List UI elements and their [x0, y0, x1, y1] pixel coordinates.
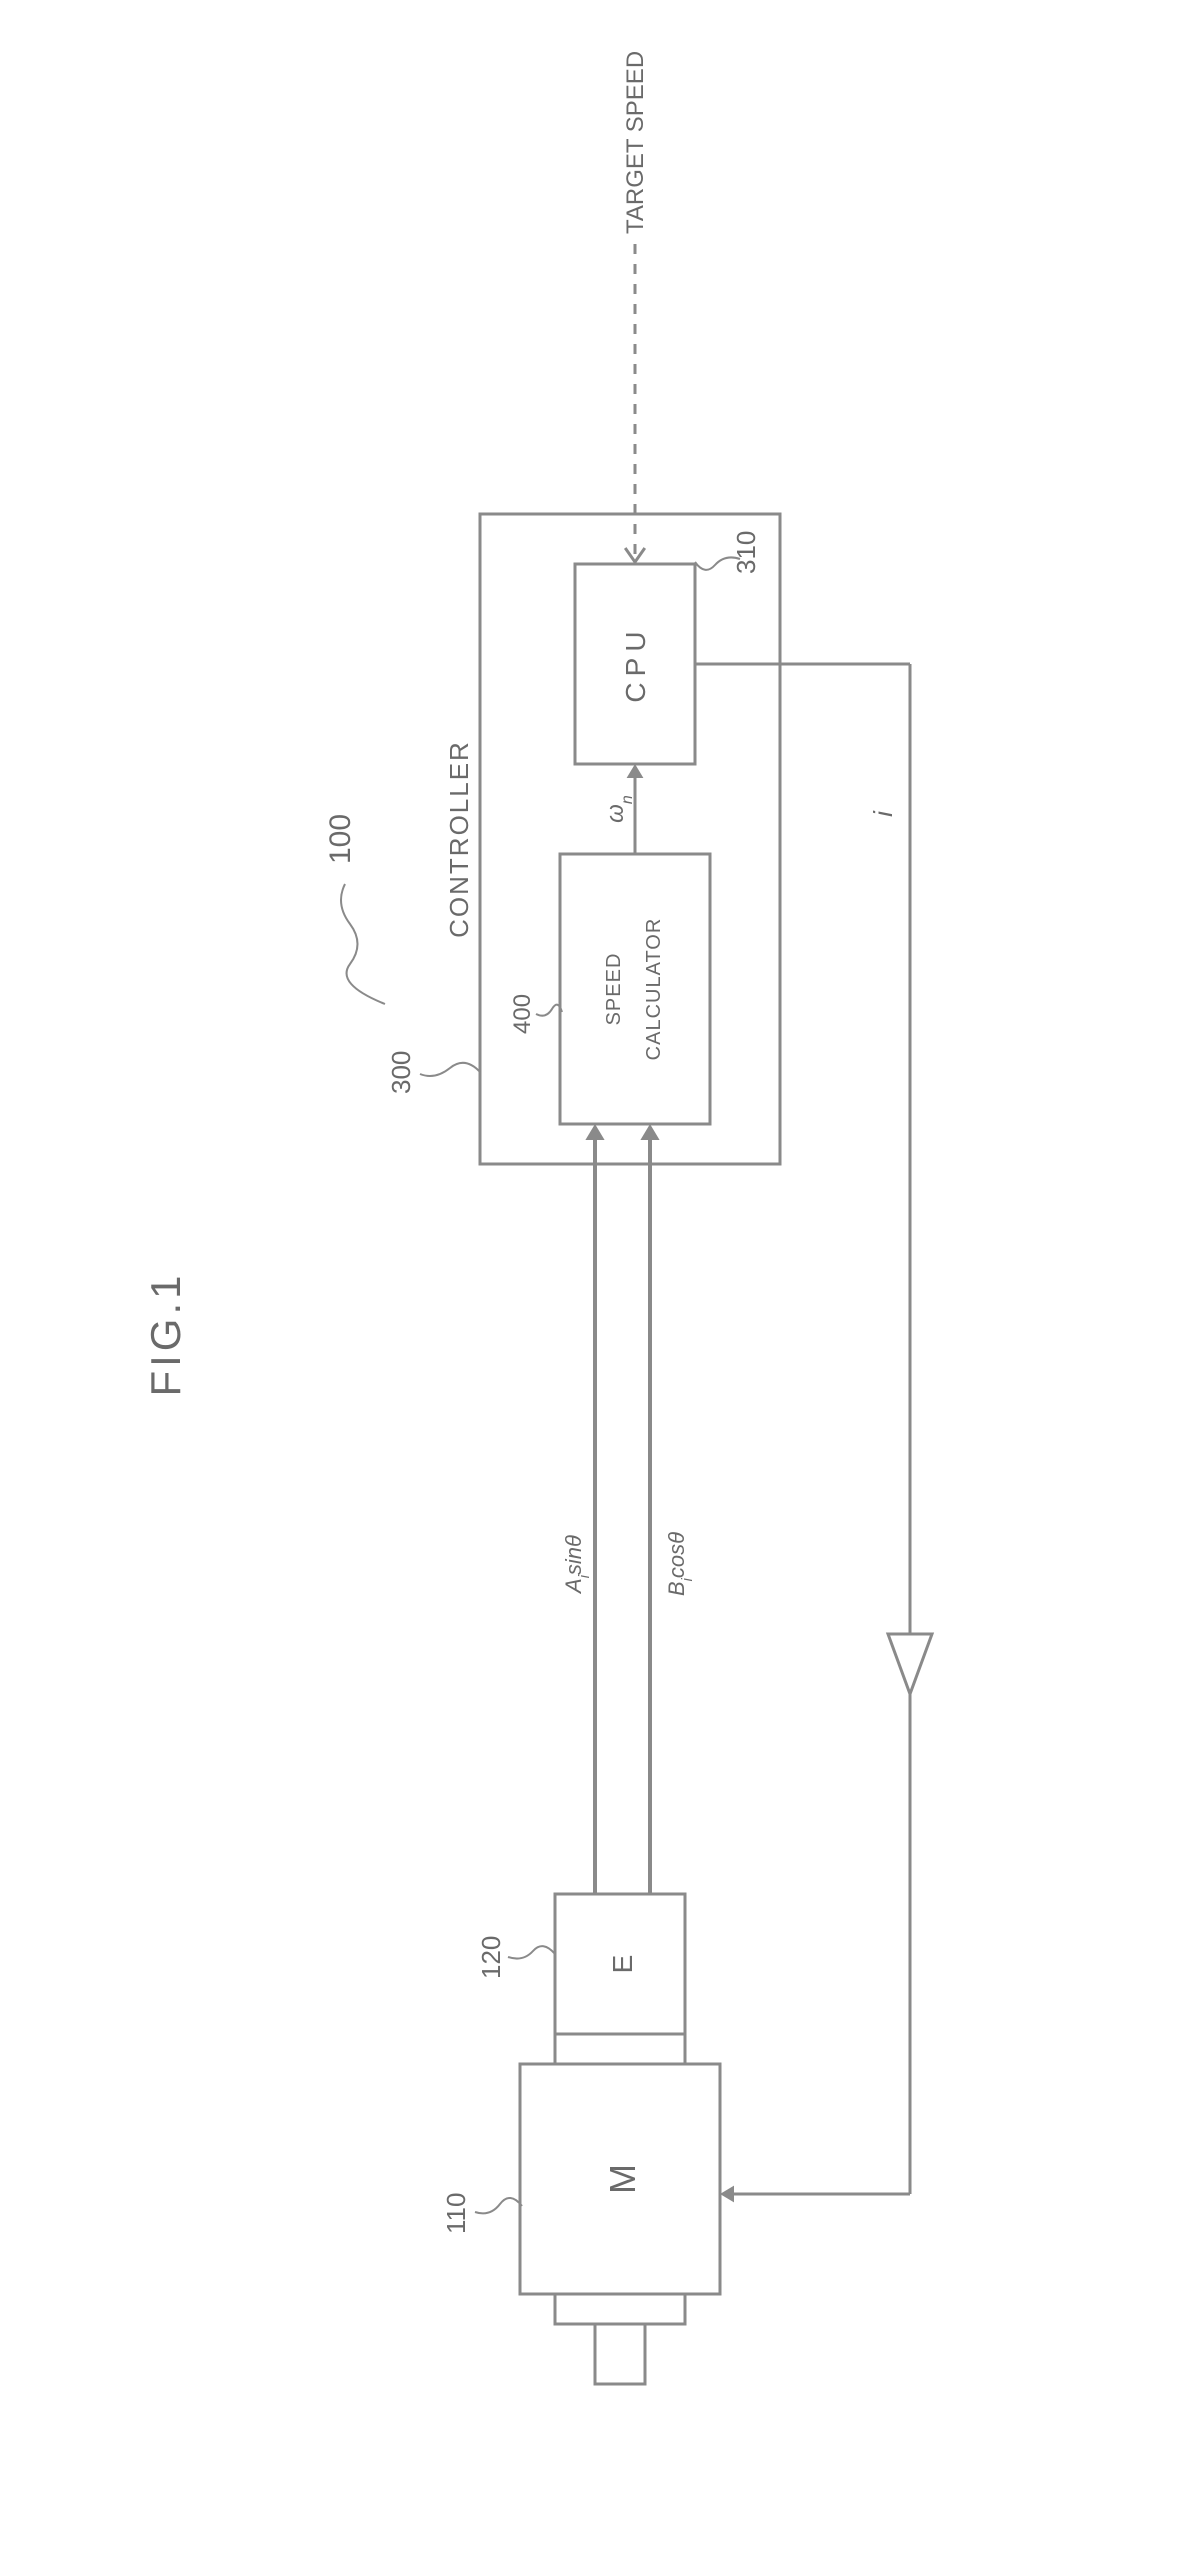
motor-ref-label: 110 — [441, 2193, 471, 2234]
controller-ref-label: 300 — [386, 1051, 416, 1094]
signal-sin-label: Aisinθ — [561, 1535, 593, 1595]
encoder-label: E — [607, 1955, 638, 1974]
motor-label: M — [602, 2164, 643, 2194]
system-ref-leader — [341, 884, 385, 1004]
motor-endcap-left — [555, 2294, 685, 2324]
omega-label: ωn — [602, 795, 636, 823]
amplifier-icon — [888, 1634, 932, 1694]
cpu-ref-label: 310 — [731, 531, 761, 574]
target-speed-label: TARGET SPEED — [622, 51, 649, 234]
motor-endcap-right — [555, 2034, 685, 2064]
speed-calc-label-2: CALCULATOR — [643, 918, 665, 1061]
system-ref-label: 100 — [324, 814, 357, 864]
motor-shaft — [595, 2324, 645, 2384]
cpu-label: CPU — [620, 625, 651, 702]
encoder-ref-leader — [508, 1946, 555, 1958]
speed-calc-ref-label: 400 — [509, 994, 536, 1034]
current-label: i — [868, 810, 898, 817]
motor-ref-leader — [475, 2198, 522, 2213]
speed-calc-label-1: SPEED — [603, 953, 625, 1026]
encoder-ref-label: 120 — [476, 1936, 506, 1979]
figure-title: FIG.1 — [142, 1271, 189, 1396]
speed-calc-ref-leader — [536, 1005, 562, 1016]
controller-box — [480, 514, 780, 1164]
signal-cos-label: Bicosθ — [664, 1532, 696, 1596]
controller-ref-leader — [420, 1063, 480, 1076]
controller-title: CONTROLLER — [444, 740, 474, 938]
speed-calculator-box — [560, 854, 710, 1124]
